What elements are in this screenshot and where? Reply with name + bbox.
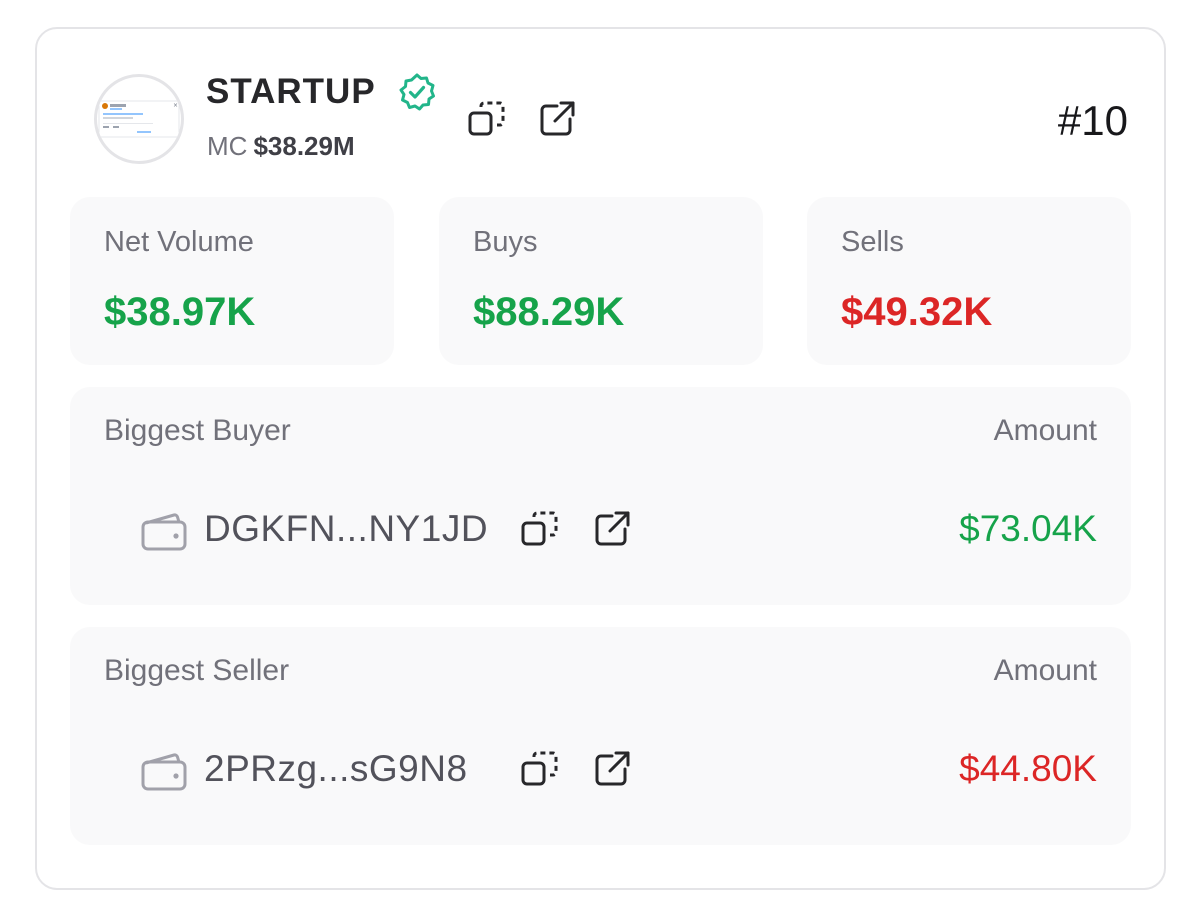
buys-box: Buys $88.29K [439,197,763,365]
biggest-buyer-amount-label: Amount [993,414,1097,447]
net-volume-value: $38.97K [104,290,256,334]
token-rank: #10 [1057,97,1128,144]
market-cap-label: MC [207,131,248,161]
token-card: × STARTUP MC $38.29M #10 Net Volume $38.9… [35,27,1166,890]
token-name: STARTUP [206,72,376,111]
wallet-icon [141,513,187,551]
biggest-seller-amount-label: Amount [993,654,1097,687]
avatar-thumbnail-icon: × [98,100,180,138]
buys-value: $88.29K [473,290,625,334]
token-avatar[interactable]: × [94,74,184,164]
external-link-icon[interactable] [592,509,632,549]
market-cap: MC $38.29M [207,129,355,163]
biggest-seller-address[interactable]: 2PRzg...sG9N8 [204,748,468,789]
biggest-seller-title: Biggest Seller [104,654,290,687]
buys-label: Buys [473,226,538,258]
external-link-icon[interactable] [592,749,632,789]
biggest-buyer-address[interactable]: DGKFN...NY1JD [204,508,489,549]
biggest-buyer-amount: $73.04K [959,508,1097,549]
biggest-seller-amount: $44.80K [959,748,1097,789]
external-link-icon[interactable] [537,99,577,139]
sells-box: Sells $49.32K [807,197,1131,365]
market-cap-value: $38.29M [253,131,355,161]
copy-icon[interactable] [520,749,560,789]
copy-icon[interactable] [467,99,507,139]
biggest-buyer-title: Biggest Buyer [104,414,291,447]
net-volume-label: Net Volume [104,226,254,258]
copy-icon[interactable] [520,509,560,549]
net-volume-box: Net Volume $38.97K [70,197,394,365]
biggest-seller-panel: Biggest Seller Amount 2PRzg...sG9N8 $44.… [70,627,1131,845]
biggest-buyer-panel: Biggest Buyer Amount DGKFN...NY1JD $73.0… [70,387,1131,605]
wallet-icon [141,753,187,791]
svg-text:×: × [173,102,178,109]
sells-value: $49.32K [841,290,993,334]
sells-label: Sells [841,226,904,258]
verified-badge-icon [399,73,435,111]
